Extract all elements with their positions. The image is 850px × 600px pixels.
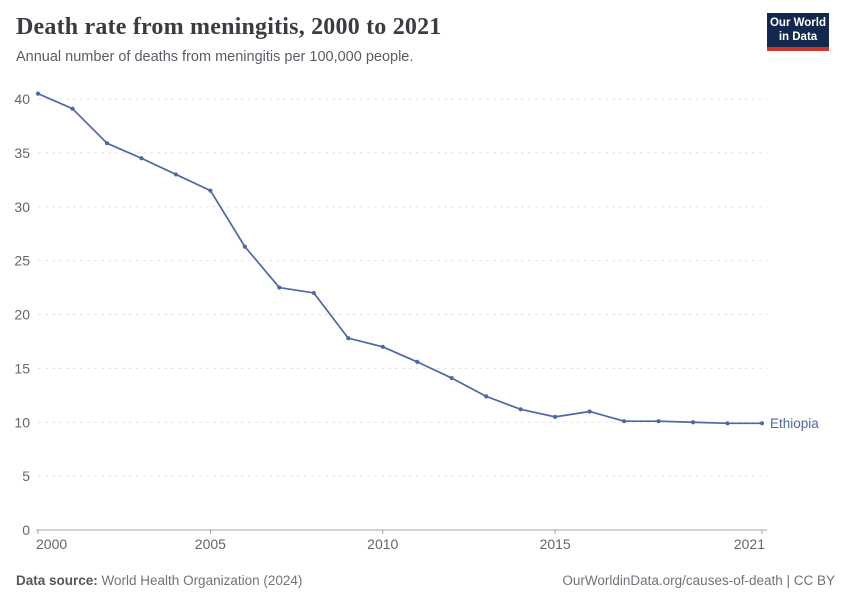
y-tick-label-15: 15 [14,360,30,376]
data-point-2020 [725,421,730,426]
y-tick-label-30: 30 [14,199,30,215]
y-tick-label-0: 0 [22,522,30,538]
page-title: Death rate from meningitis, 2000 to 2021 [16,14,442,40]
data-point-2008 [311,290,316,296]
data-source-value: World Health Organization (2024) [97,573,303,588]
chart-area: 0 5 10 15 20 25 30 35 40 2000 2005 2010 2015 2021 Ethi… [0,78,850,556]
chart-header: Death rate from meningitis, 2000 to 2021… [16,13,834,65]
data-point-2019 [690,420,696,425]
data-point-2015 [553,414,558,419]
data-point-2000 [35,91,41,96]
x-tick-label-2021: 2021 [734,536,765,552]
data-point-2013 [484,394,489,399]
data-point-2006 [242,244,247,249]
data-source: Data source: World Health Organization (… [16,573,302,588]
x-tick-label-2015: 2015 [540,536,571,552]
attribution: OurWorldinData.org/causes-of-death | CC … [562,573,835,588]
data-point-2004 [173,172,179,177]
y-tick-label-25: 25 [14,253,30,269]
series-label-ethiopia: Ethiopia [770,416,819,431]
y-tick-label-40: 40 [14,91,30,107]
data-source-label: Data source: [16,573,98,588]
chart-footer: Data source: World Health Organization (… [16,573,835,588]
data-point-2007 [277,285,282,290]
data-point-2017 [621,419,627,424]
data-point-2021 [759,421,765,426]
owid-logo-line2: in Data [778,31,818,43]
data-point-2010 [380,344,385,349]
chart-subtitle: Annual number of deaths from meningitis … [16,49,414,65]
line-chart[interactable]: 0 5 10 15 20 25 30 35 40 2000 2005 2010 2015 2021 Ethi… [0,78,850,556]
y-tick-label-10: 10 [14,414,30,430]
data-point-2005 [208,188,213,193]
data-point-2014 [518,407,523,412]
y-tick-label-5: 5 [22,468,30,484]
x-tick-label-2000: 2000 [36,536,67,552]
data-point-2009 [346,336,351,341]
data-point-2011 [415,359,420,365]
y-tick-label-35: 35 [14,145,30,161]
owid-logo-line1: Our World [769,17,826,29]
x-tick-label-2005: 2005 [195,536,226,552]
data-point-2003 [139,156,144,161]
data-point-2012 [449,375,454,381]
data-point-2018 [656,419,661,424]
data-point-2001 [70,106,75,111]
y-tick-label-20: 20 [14,307,30,323]
series-line-ethiopia [37,92,762,425]
data-point-2002 [104,141,110,146]
owid-logo: Our World in Data [767,13,829,51]
x-tick-label-2010: 2010 [367,536,398,552]
data-point-2016 [587,409,592,414]
